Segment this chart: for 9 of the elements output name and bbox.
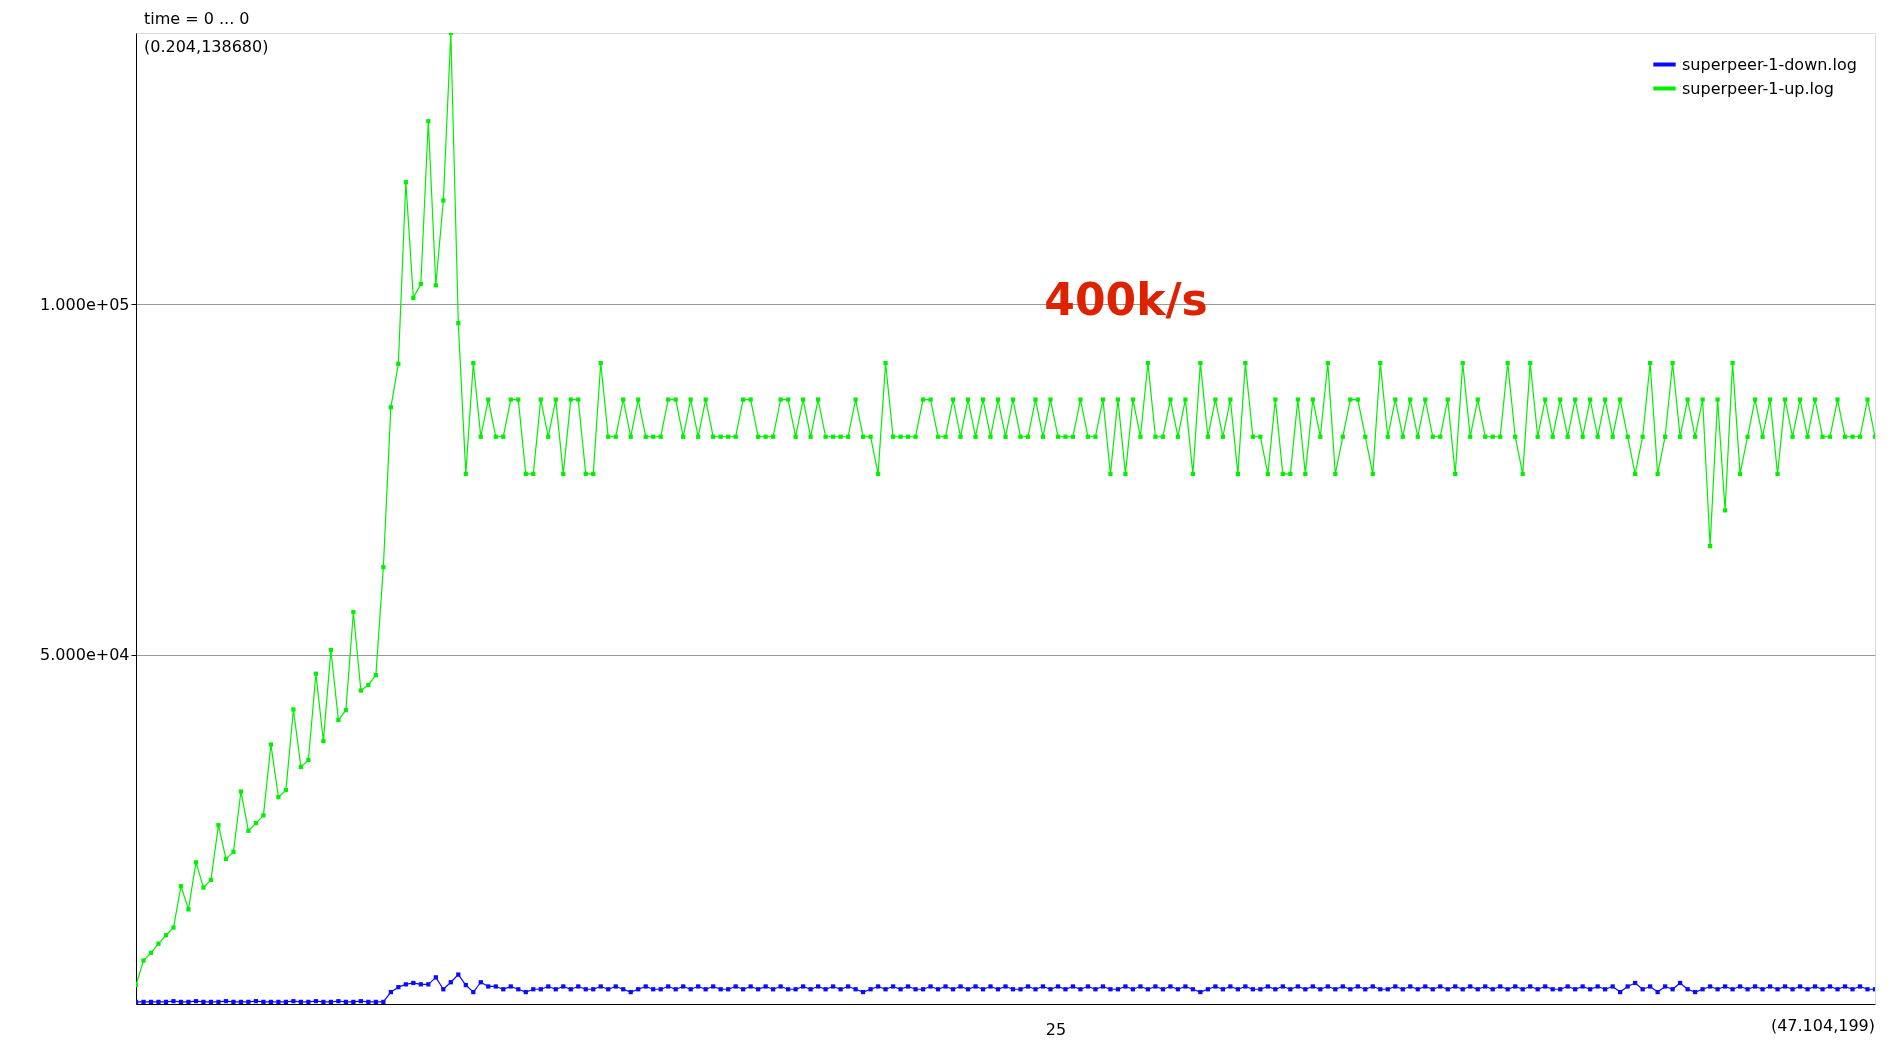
legend-label: superpeer-1-up.log [1682,78,1834,98]
text: (47.104,199) [1770,1016,1875,1035]
legend-label: superpeer-1-down.log [1682,54,1857,74]
text: 25 [1045,1020,1067,1039]
y-tick-label: 1.000e+05 [40,294,130,314]
annotation: (0.204,138680) [144,37,269,56]
annotation: 400k/s [1044,274,1208,325]
text: time = 0 ... 0 [144,9,250,28]
y-tick-label: 5.000e+04 [40,645,130,665]
